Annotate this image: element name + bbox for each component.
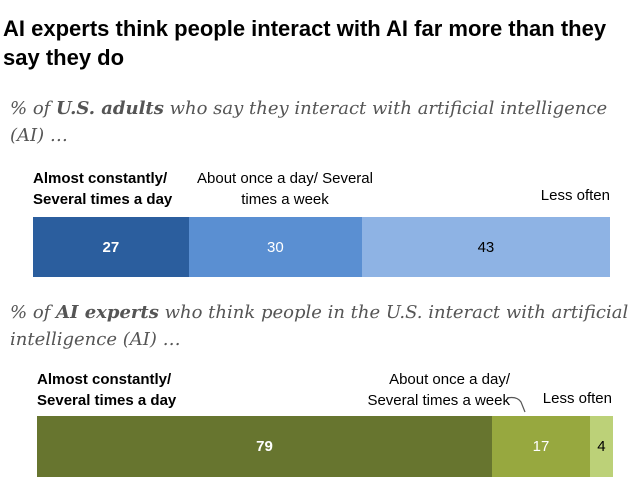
bar-ai-experts: 79 17 4 — [37, 416, 613, 477]
subtitle-ai-experts: % of AI experts who think people in the … — [10, 302, 629, 350]
legend-label-less-often: Less often — [540, 187, 610, 204]
bar-segment-ai-experts-less-often: 4 — [589, 416, 613, 477]
legend-label-once-a-day: About once a day/ Several times a week — [197, 170, 373, 208]
data-label: 30 — [266, 238, 284, 256]
bar-segment-us-adults-constantly: 27 — [33, 217, 189, 277]
subtitle-us-adults: % of U.S. adults who say they interact w… — [10, 98, 608, 146]
legend-label-constantly-experts: Almost constantly/ Several times a day — [37, 371, 177, 409]
data-label: 4 — [597, 438, 606, 455]
data-label: 17 — [532, 438, 550, 455]
bar-segment-ai-experts-constantly: 79 — [37, 416, 493, 477]
legend-label-less-often-experts: Less often — [542, 390, 612, 407]
legend-label-constantly: Almost constantly/ Several times a day — [33, 170, 173, 208]
bar-segment-us-adults-once-a-day: 30 — [188, 217, 362, 277]
bar-us-adults: 27 30 43 — [33, 217, 610, 277]
bar-segment-us-adults-less-often: 43 — [361, 217, 610, 277]
leader-line-icon — [506, 396, 526, 413]
data-label: 27 — [102, 238, 120, 256]
data-label: 43 — [477, 238, 495, 256]
bar-segment-ai-experts-once-a-day: 17 — [492, 416, 590, 477]
legend-label-once-a-day-experts: About once a day/ Several times a week — [367, 371, 510, 409]
chart-title: AI experts think people interact with AI… — [3, 16, 607, 70]
data-label: 79 — [256, 438, 273, 455]
